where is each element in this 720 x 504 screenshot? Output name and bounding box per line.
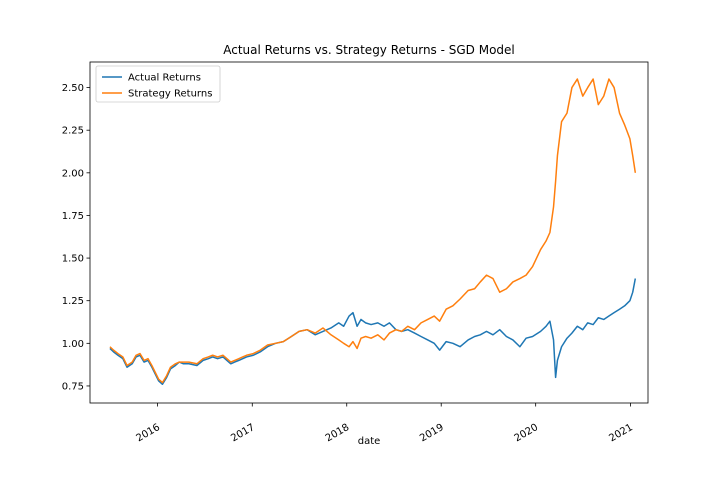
axes-frame <box>89 61 649 404</box>
legend-label: Actual Returns <box>128 73 201 84</box>
y-tick-label: 1.25 <box>62 296 84 307</box>
series-line-strategy-returns <box>109 78 637 384</box>
y-tick-label: 2.00 <box>62 168 84 179</box>
y-tick-label: 1.00 <box>62 339 84 350</box>
y-tick-label: 2.25 <box>62 126 84 137</box>
y-tick-label: 2.50 <box>62 83 84 94</box>
chart-title: Actual Returns vs. Strategy Returns - SG… <box>223 43 515 57</box>
y-tick-label: 1.50 <box>62 254 84 265</box>
legend-label: Strategy Returns <box>128 89 212 100</box>
series-lines <box>109 78 637 385</box>
x-axis-label: date <box>358 436 381 447</box>
y-axis: 0.75 1.00 1.25 1.50 1.75 2.00 2.25 2.50 <box>62 83 90 392</box>
legend-box <box>95 65 221 103</box>
y-tick-label: 1.75 <box>62 211 84 222</box>
y-tick-label: 0.75 <box>62 381 84 392</box>
legend: Actual Returns Strategy Returns <box>95 65 221 103</box>
